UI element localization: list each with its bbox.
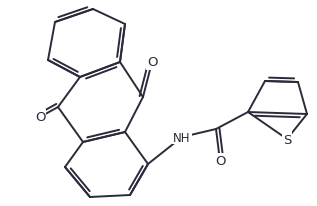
Text: O: O	[215, 155, 225, 168]
Text: S: S	[283, 133, 291, 146]
Text: NH: NH	[173, 131, 191, 144]
Text: O: O	[35, 111, 45, 124]
Text: O: O	[147, 56, 157, 69]
